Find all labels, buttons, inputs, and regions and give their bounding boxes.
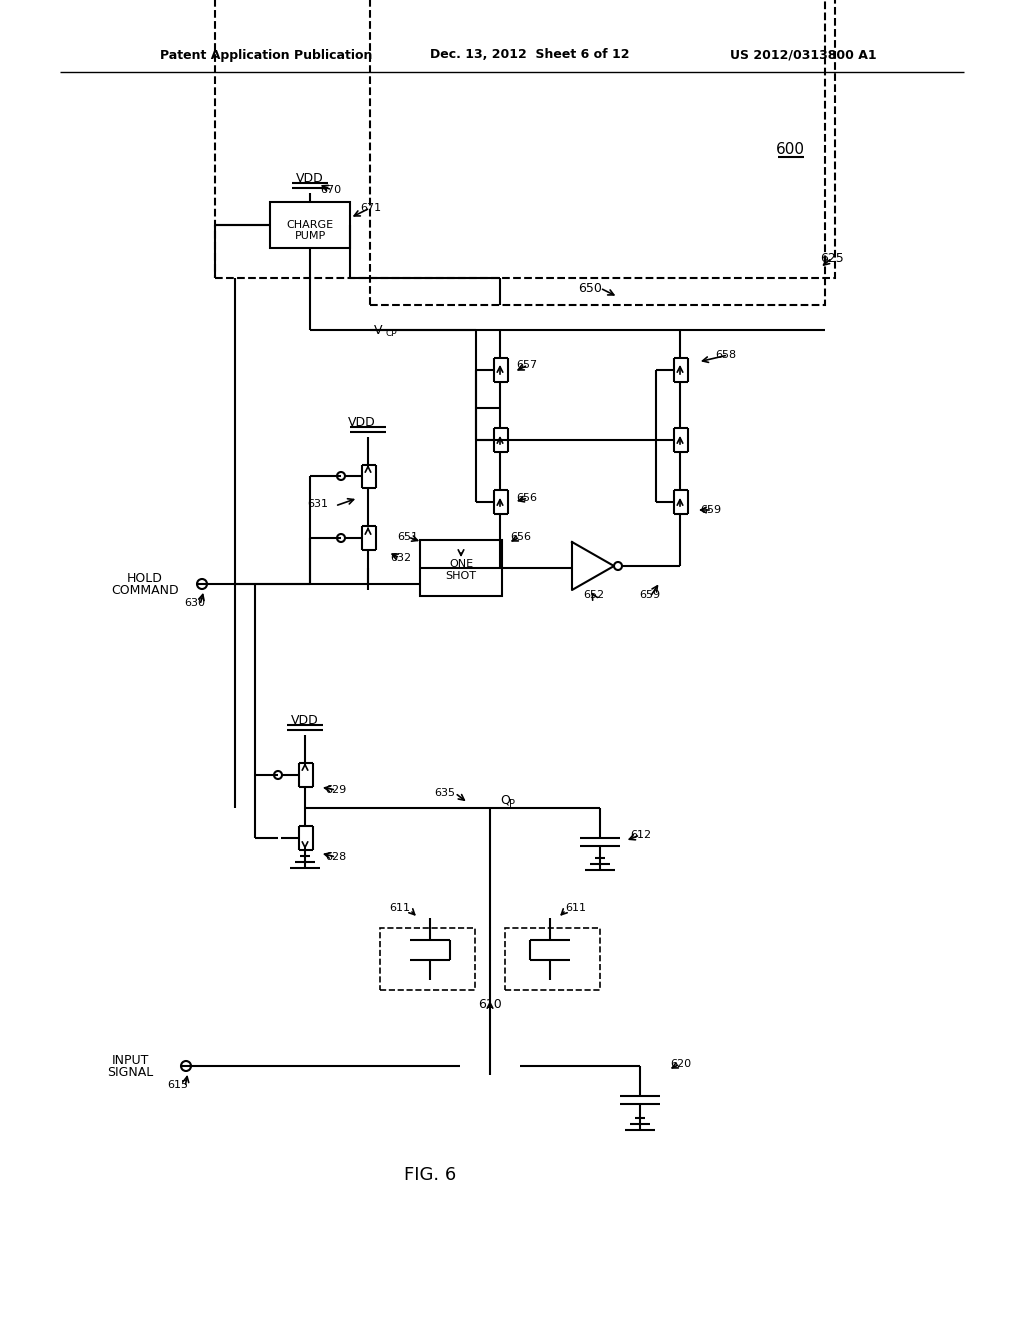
Text: HOLD: HOLD — [127, 572, 163, 585]
Text: 600: 600 — [775, 143, 805, 157]
Text: 635: 635 — [434, 788, 456, 799]
Text: VDD: VDD — [291, 714, 318, 726]
Text: INPUT: INPUT — [112, 1053, 148, 1067]
Text: 652: 652 — [584, 590, 604, 601]
Text: 656: 656 — [510, 532, 531, 543]
Text: VDD: VDD — [296, 172, 324, 185]
Text: 650: 650 — [579, 281, 602, 294]
Text: SIGNAL: SIGNAL — [106, 1067, 154, 1080]
Text: 656: 656 — [516, 492, 537, 503]
Text: Patent Application Publication: Patent Application Publication — [160, 49, 373, 62]
Text: SHOT: SHOT — [445, 572, 476, 581]
Text: CP: CP — [386, 329, 397, 338]
Text: P: P — [509, 799, 515, 809]
Text: 630: 630 — [184, 598, 206, 609]
Text: 632: 632 — [390, 553, 411, 564]
Bar — [505, 928, 600, 990]
Text: 671: 671 — [360, 203, 381, 213]
Text: 611: 611 — [389, 903, 411, 913]
Text: CHARGE: CHARGE — [287, 220, 334, 230]
Text: 657: 657 — [516, 360, 538, 370]
Text: PUMP: PUMP — [294, 231, 326, 242]
Text: 612: 612 — [630, 830, 651, 840]
Bar — [370, 0, 825, 305]
Bar — [270, 202, 350, 248]
Text: Dec. 13, 2012  Sheet 6 of 12: Dec. 13, 2012 Sheet 6 of 12 — [430, 49, 630, 62]
Text: 651: 651 — [397, 532, 418, 543]
Text: 620: 620 — [670, 1059, 691, 1069]
Bar — [380, 928, 475, 990]
Text: 659: 659 — [700, 506, 721, 515]
Text: ONE: ONE — [449, 558, 473, 569]
Text: 625: 625 — [820, 252, 844, 264]
Text: V: V — [374, 323, 382, 337]
Text: 659: 659 — [639, 590, 660, 601]
Text: Q: Q — [500, 793, 510, 807]
Text: 615: 615 — [168, 1080, 188, 1090]
Text: VDD: VDD — [348, 416, 376, 429]
Text: 628: 628 — [325, 851, 346, 862]
Text: COMMAND: COMMAND — [112, 585, 179, 598]
Text: 611: 611 — [565, 903, 587, 913]
Text: 631: 631 — [307, 499, 328, 510]
Bar — [420, 540, 502, 597]
Text: 610: 610 — [478, 998, 502, 1011]
Text: 658: 658 — [715, 350, 736, 360]
Bar — [215, 0, 835, 279]
Polygon shape — [572, 543, 614, 590]
Text: US 2012/0313800 A1: US 2012/0313800 A1 — [730, 49, 877, 62]
Text: 629: 629 — [325, 785, 346, 795]
Text: FIG. 6: FIG. 6 — [403, 1166, 456, 1184]
Text: 670: 670 — [319, 185, 341, 195]
